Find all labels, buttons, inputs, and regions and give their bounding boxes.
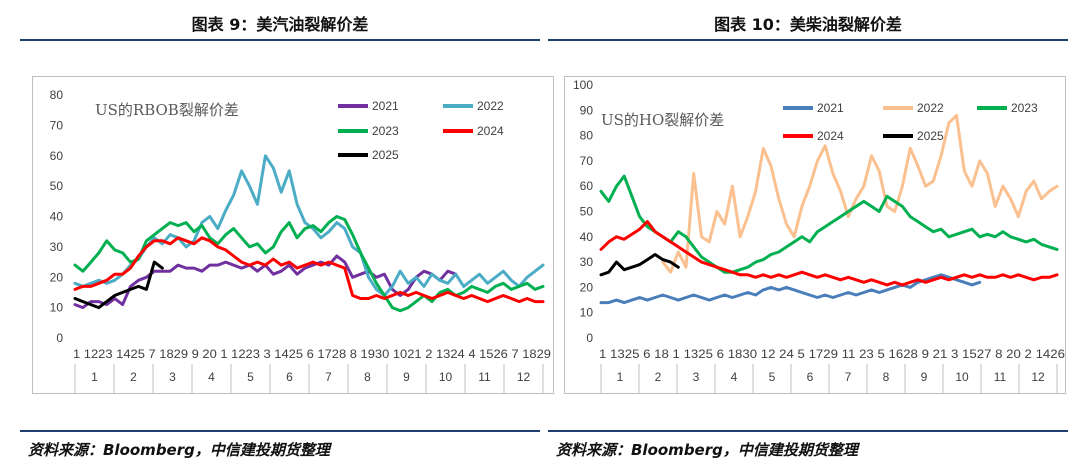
month-label: 8 — [364, 370, 371, 384]
month-label: 6 — [286, 370, 293, 384]
series-line-2023 — [599, 174, 1059, 274]
title-rule — [20, 39, 540, 41]
gasoline-crack-chart: 0 10 20 30 40 50 60 70 80 US的RBOB裂解价差 2021 2022 2023… — [32, 76, 554, 394]
y-tick-label: 20 — [50, 270, 64, 284]
month-label: 5 — [769, 370, 776, 384]
y-tick-label: 60 — [580, 179, 594, 193]
y-tick-label: 80 — [50, 88, 64, 102]
month-label: 4 — [208, 370, 215, 384]
y-tick-label: 40 — [580, 230, 594, 244]
month-label: 4 — [731, 370, 738, 384]
y-tick-label: 20 — [580, 280, 594, 294]
title-rule — [548, 39, 1068, 41]
month-label: 1 — [617, 370, 624, 384]
source-rule — [548, 430, 1068, 432]
month-label: 11 — [478, 370, 491, 384]
y-tick-label: 70 — [580, 154, 594, 168]
month-label: 11 — [994, 370, 1007, 384]
legend-label-2025: 2025 — [372, 148, 399, 162]
series-line-2024 — [599, 220, 1059, 287]
y-tick-label: 10 — [50, 301, 64, 315]
y-tick-label: 60 — [50, 149, 64, 163]
series-line-2025 — [73, 260, 164, 310]
series-line-2025 — [599, 253, 680, 277]
month-label: 9 — [403, 370, 410, 384]
legend-label-2024: 2024 — [817, 129, 844, 143]
legend-label-2025: 2025 — [917, 129, 944, 143]
month-label: 3 — [693, 370, 700, 384]
gasoline-source-note: 资料来源：Bloomberg，中信建投期货整理 — [28, 441, 330, 459]
diesel-crack-svg: 0 10 20 30 40 50 60 70 80 90 100 US的HO裂解价差 2021 2022 2… — [573, 78, 1065, 393]
month-label: 10 — [955, 370, 969, 384]
month-label: 6 — [807, 370, 814, 384]
y-tick-label: 70 — [50, 118, 64, 132]
y-tick-label: 30 — [50, 240, 64, 254]
month-label: 10 — [439, 370, 453, 384]
y-tick-label: 0 — [586, 331, 593, 345]
legend-label-2021: 2021 — [817, 101, 844, 115]
diesel-crack-title: 图表 10：美柴油裂解价差 — [714, 15, 902, 34]
legend-label-2022: 2022 — [477, 99, 504, 113]
source-rule — [20, 430, 540, 432]
diesel-crack-chart: 0 10 20 30 40 50 60 70 80 90 100 US的HO裂解价差 2021 2022 2… — [564, 76, 1066, 394]
y-tick-label: 80 — [580, 129, 594, 143]
gasoline-crack-panel: 图表 9：美汽油裂解价差 0 10 20 30 40 50 60 70 80 US的RBOB裂解价… — [20, 0, 554, 472]
series-line-2024 — [73, 236, 545, 304]
x-tick-labels: 1 1325 6 18 1 1325 6 1830 12 24 5 1729 1… — [599, 347, 1065, 361]
gasoline-crack-title: 图表 9：美汽油裂解价差 — [191, 15, 369, 34]
y-tick-label: 0 — [56, 331, 63, 345]
x-tick-labels: 1 1223 1425 7 1829 9 20 1 1223 3 1425 6 … — [73, 347, 551, 361]
legend-label-2023: 2023 — [372, 124, 399, 138]
month-label: 12 — [1031, 370, 1045, 384]
y-tick-label: 40 — [50, 210, 64, 224]
y-tick-label: 100 — [573, 78, 593, 92]
month-label: 2 — [655, 370, 662, 384]
gasoline-crack-svg: 0 10 20 30 40 50 60 70 80 US的RBOB裂解价差 2021 2022 2023… — [50, 88, 551, 393]
series-line-2023 — [73, 215, 545, 313]
month-label: 12 — [517, 370, 531, 384]
y-tick-label: 50 — [580, 205, 594, 219]
month-label: 5 — [247, 370, 254, 384]
y-tick-label: 50 — [50, 179, 64, 193]
month-label: 3 — [169, 370, 176, 384]
y-tick-label: 10 — [580, 306, 594, 320]
series-line-2022 — [661, 113, 1059, 274]
month-label: 2 — [130, 370, 137, 384]
month-label: 9 — [921, 370, 928, 384]
legend-label-2022: 2022 — [917, 101, 944, 115]
month-label: 7 — [845, 370, 852, 384]
y-tick-label: 30 — [580, 255, 594, 269]
legend-label-2023: 2023 — [1011, 101, 1038, 115]
y-tick-label: 90 — [580, 103, 594, 117]
series-line-2021 — [599, 273, 982, 305]
diesel-source-note: 资料来源：Bloomberg，中信建投期货整理 — [556, 441, 858, 459]
month-label: 1 — [91, 370, 98, 384]
month-label: 7 — [325, 370, 332, 384]
diesel-crack-panel: 图表 10：美柴油裂解价差 0 10 20 30 40 50 60 70 80 90 100 US的H… — [548, 0, 1068, 472]
chart-inner-title: US的HO裂解价差 — [601, 111, 724, 129]
chart-inner-title: US的RBOB裂解价差 — [95, 101, 239, 119]
legend-label-2021: 2021 — [372, 99, 399, 113]
legend-label-2024: 2024 — [477, 124, 504, 138]
month-label: 8 — [883, 370, 890, 384]
